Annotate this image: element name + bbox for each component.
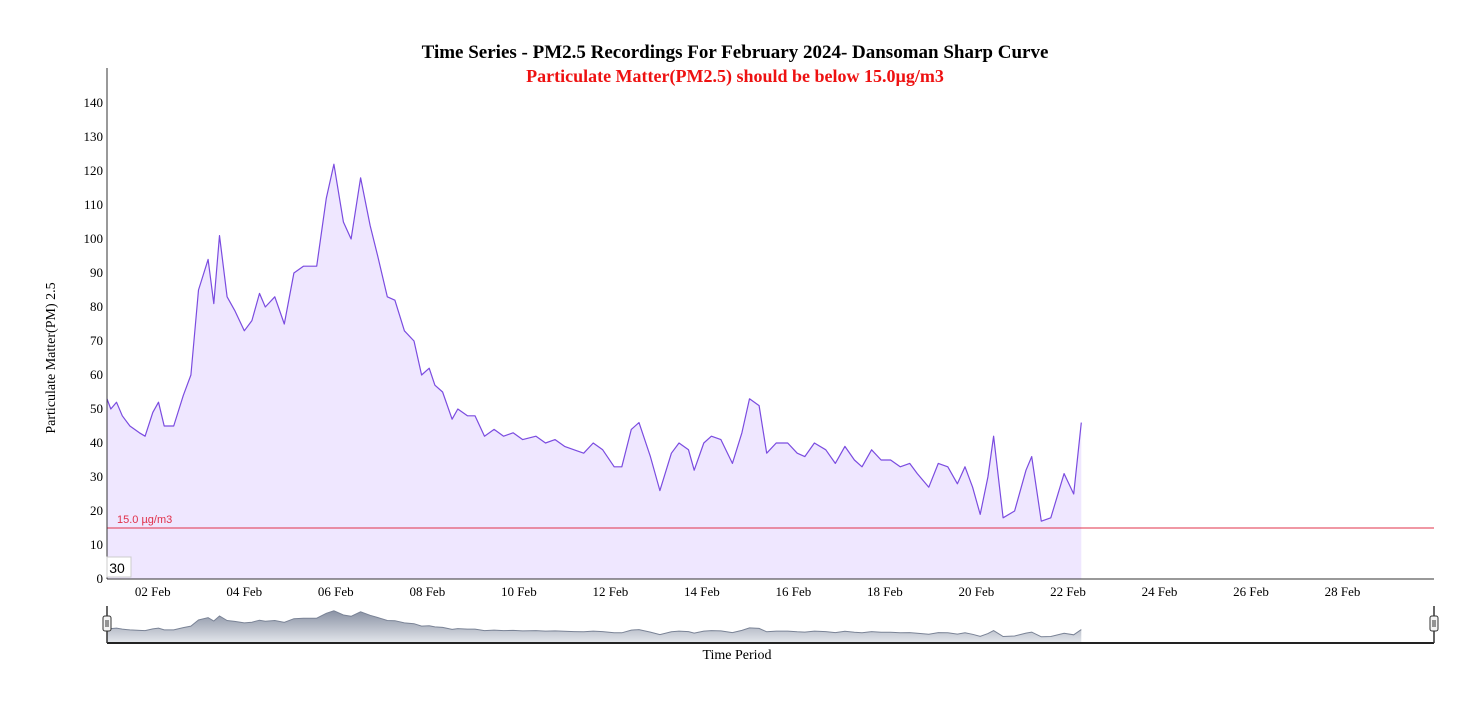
x-tick-label: 28 Feb [1325,584,1361,599]
navigator-left-handle[interactable] [102,615,112,632]
x-tick-label: 20 Feb [959,584,995,599]
series-area-fill [107,164,1082,579]
navigator-left-handle-grip[interactable] [102,615,112,632]
navigator-right-handle-grip[interactable] [1429,615,1439,632]
range-navigator[interactable] [102,606,1439,644]
chart-title: Time Series - PM2.5 Recordings For Febru… [422,42,1049,63]
y-tick-label: 50 [90,401,103,416]
x-tick-label: 22 Feb [1050,584,1086,599]
y-tick-label: 140 [84,95,104,110]
navigator-right-handle[interactable] [1429,615,1439,632]
value-badge-box [106,556,132,578]
y-tick-label: 100 [84,231,104,246]
x-tick-label: 26 Feb [1233,584,1269,599]
x-tick-label: 14 Feb [684,584,720,599]
threshold-label: 15.0 µg/m3 [117,514,172,526]
x-tick-label: 24 Feb [1142,584,1178,599]
y-tick-label: 130 [84,129,104,144]
y-tick-label: 90 [90,265,103,280]
x-tick-label: 18 Feb [867,584,903,599]
x-axis-label: Time Period [702,648,771,663]
plot-area: 15.0 µg/m3 0 10 20 30 40 50 60 70 80 90 100 110 120 13… [84,68,1434,599]
navigator-area [107,610,1082,643]
y-tick-label: 70 [90,333,103,348]
x-tick-label: 08 Feb [409,584,445,599]
y-tick-label: 60 [90,367,103,382]
y-tick-label: 20 [90,503,103,518]
chart-subtitle: Particulate Matter(PM2.5) should be belo… [526,66,944,87]
y-tick-label: 0 [97,571,104,586]
y-tick-label: 10 [90,537,103,552]
value-badge: 30 [106,556,132,578]
x-tick-label: 12 Feb [592,584,628,599]
x-tick-label: 16 Feb [776,584,812,599]
y-axis-label: Particulate Matter(PM) 2.5 [44,282,59,433]
value-badge-text: 30 [109,560,125,576]
y-tick-label: 80 [90,299,103,314]
y-tick-label: 110 [84,197,103,212]
navigator-line [106,610,1082,638]
x-tick-label: 06 Feb [318,584,354,599]
x-tick-label: 04 Feb [226,584,262,599]
x-tick-label: 02 Feb [135,584,171,599]
y-tick-label: 30 [90,469,103,484]
y-tick-label: 40 [90,435,103,450]
y-tick-label: 120 [84,163,104,178]
x-tick-label: 10 Feb [501,584,537,599]
series-line [106,163,1082,522]
